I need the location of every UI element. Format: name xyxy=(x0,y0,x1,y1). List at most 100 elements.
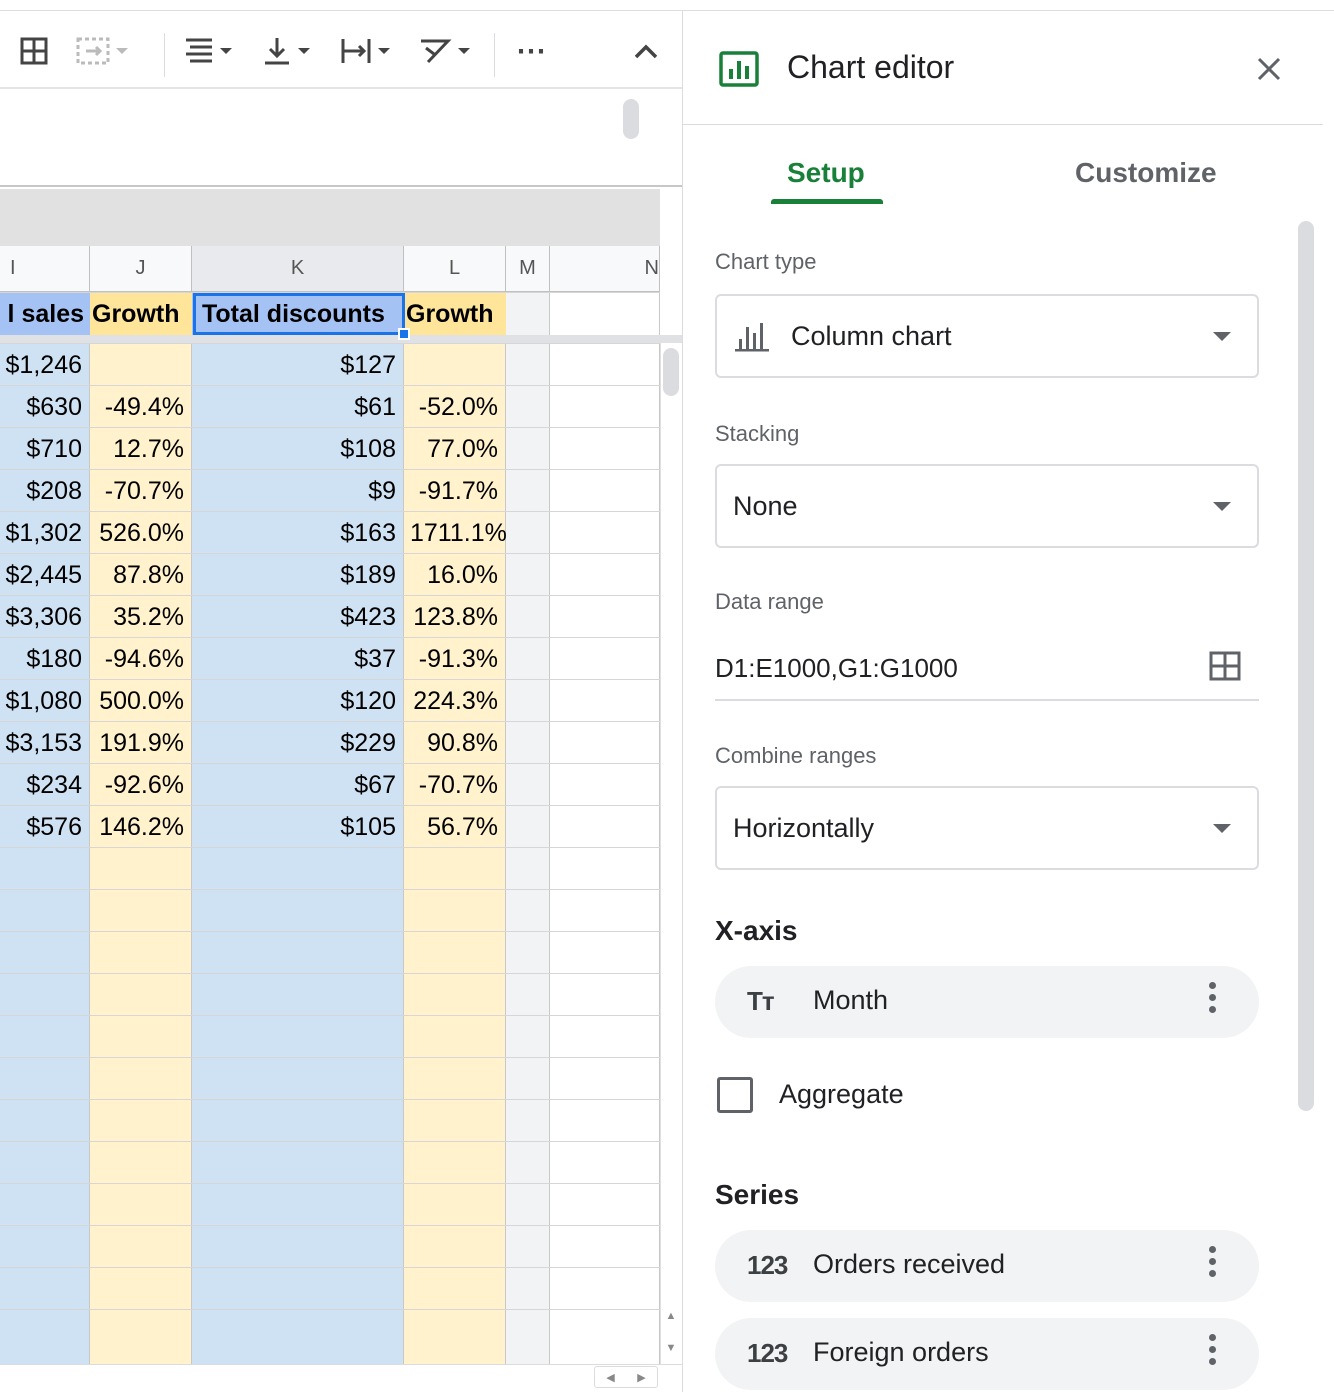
combine-ranges-dropdown[interactable]: Horizontally xyxy=(715,786,1259,870)
column-header-l[interactable]: L xyxy=(404,246,506,292)
data-range-input[interactable]: D1:E1000,G1:G1000 xyxy=(715,637,1259,701)
scroll-right-icon[interactable]: ▶ xyxy=(637,1371,646,1384)
table-cell[interactable]: $9 xyxy=(368,476,396,505)
table-cell[interactable]: -94.6% xyxy=(104,644,184,673)
table-cell[interactable]: $234 xyxy=(26,770,82,799)
table-cell[interactable]: $67 xyxy=(354,770,396,799)
tab-customize[interactable]: Customize xyxy=(1075,157,1217,188)
more-vert-icon[interactable] xyxy=(1205,1246,1219,1286)
horizontal-scroll-buttons[interactable]: ◀ ▶ xyxy=(594,1366,658,1388)
table-cell[interactable]: 90.8% xyxy=(427,728,498,757)
header-cell[interactable]: Total discounts xyxy=(202,299,385,328)
more-vert-icon[interactable] xyxy=(1205,1334,1219,1374)
table-cell[interactable]: $229 xyxy=(340,728,396,757)
table-cell[interactable]: -70.7% xyxy=(418,770,498,799)
table-cell[interactable]: 526.0% xyxy=(99,518,184,547)
table-cell[interactable]: 77.0% xyxy=(427,434,498,463)
horizontal-scrollbar[interactable] xyxy=(0,1364,682,1392)
aggregate-checkbox[interactable] xyxy=(717,1077,753,1113)
chevron-down-icon xyxy=(1213,332,1231,341)
column-header-j[interactable]: J xyxy=(90,246,192,292)
table-cell[interactable]: 191.9% xyxy=(99,728,184,757)
table-cell[interactable]: $3,153 xyxy=(5,728,82,757)
table-cell[interactable]: 224.3% xyxy=(413,686,498,715)
text-wrap-icon[interactable] xyxy=(340,35,390,67)
borders-icon[interactable] xyxy=(20,35,48,67)
series-chip[interactable]: 123 Foreign orders xyxy=(715,1318,1259,1390)
table-cell[interactable]: $127 xyxy=(340,350,396,379)
table-cell[interactable]: $1,246 xyxy=(5,350,82,379)
vertical-align-icon[interactable] xyxy=(262,35,310,67)
table-cell[interactable]: -92.6% xyxy=(104,770,184,799)
close-icon[interactable] xyxy=(1255,55,1283,83)
table-cell[interactable]: -70.7% xyxy=(104,476,184,505)
table-cell[interactable]: 35.2% xyxy=(113,602,184,631)
table-cell[interactable]: 12.7% xyxy=(113,434,184,463)
header-cell[interactable]: Growth xyxy=(406,299,494,328)
table-cell[interactable]: -91.7% xyxy=(418,476,498,505)
table-cell[interactable]: 16.0% xyxy=(427,560,498,589)
table-cell[interactable]: $108 xyxy=(340,434,396,463)
chart-type-dropdown[interactable]: Column chart xyxy=(715,294,1259,378)
series-chip[interactable]: 123 Orders received xyxy=(715,1230,1259,1302)
table-cell[interactable]: -91.3% xyxy=(418,644,498,673)
table-cell[interactable]: 500.0% xyxy=(99,686,184,715)
formula-scrollbar[interactable] xyxy=(623,99,639,139)
vertical-scroll-thumb[interactable] xyxy=(663,348,679,396)
table-cell[interactable]: $180 xyxy=(26,644,82,673)
column-header-k[interactable]: K xyxy=(192,246,404,292)
table-cell[interactable]: 56.7% xyxy=(427,812,498,841)
table-cell[interactable]: -49.4% xyxy=(104,392,184,421)
column-header-m[interactable]: M xyxy=(506,246,550,292)
table-cell[interactable]: 146.2% xyxy=(99,812,184,841)
table-cell[interactable]: 87.8% xyxy=(113,560,184,589)
scroll-arrows[interactable]: ▲ ▼ xyxy=(660,1300,682,1364)
table-cell[interactable]: $630 xyxy=(26,392,82,421)
column-header-i[interactable]: I xyxy=(0,246,90,292)
panel-scrollbar[interactable] xyxy=(1298,221,1314,1111)
more-icon[interactable]: ⋯ xyxy=(516,34,547,68)
table-cell[interactable]: $120 xyxy=(340,686,396,715)
table-cell[interactable]: $37 xyxy=(354,644,396,673)
vertical-scrollbar[interactable] xyxy=(660,343,682,1364)
header-cell[interactable]: Growth xyxy=(92,299,180,328)
table-cell[interactable]: 123.8% xyxy=(413,602,498,631)
scroll-up-icon[interactable]: ▲ xyxy=(665,1310,677,1322)
text-rotation-icon[interactable] xyxy=(418,35,470,67)
column-header-n[interactable]: N xyxy=(550,246,660,292)
table-cell[interactable]: $423 xyxy=(340,602,396,631)
table-cell[interactable] xyxy=(90,344,192,386)
table-cell[interactable]: $105 xyxy=(340,812,396,841)
table-cell[interactable] xyxy=(404,344,506,386)
text-type-icon: Tт xyxy=(747,986,775,1016)
stacking-dropdown[interactable]: None xyxy=(715,464,1259,548)
scroll-left-icon[interactable]: ◀ xyxy=(606,1371,615,1384)
table-cell[interactable]: $2,445 xyxy=(5,560,82,589)
table-cell[interactable]: $1,080 xyxy=(5,686,82,715)
x-axis-chip[interactable]: Tт Month xyxy=(715,966,1259,1038)
collapse-toolbar-icon[interactable] xyxy=(632,35,660,67)
header-cell[interactable]: l sales xyxy=(7,299,84,328)
table-cell[interactable]: $208 xyxy=(26,476,82,505)
table-cell[interactable]: $710 xyxy=(26,434,82,463)
scroll-down-icon[interactable]: ▼ xyxy=(665,1342,677,1354)
more-vert-icon[interactable] xyxy=(1205,982,1219,1022)
table-cell[interactable]: $163 xyxy=(340,518,396,547)
table-cell[interactable]: $1,302 xyxy=(5,518,82,547)
column-fill xyxy=(0,292,90,1364)
fill-handle[interactable] xyxy=(398,328,410,340)
horizontal-align-icon[interactable] xyxy=(184,35,232,67)
row-gridline xyxy=(0,595,660,596)
table-cell[interactable]: $576 xyxy=(26,812,82,841)
table-cell[interactable]: $189 xyxy=(340,560,396,589)
table-cell[interactable]: 1711.1% xyxy=(410,518,506,547)
table-cell[interactable]: -52.0% xyxy=(418,392,498,421)
merge-cells-icon[interactable] xyxy=(76,35,128,67)
frozen-row-divider[interactable] xyxy=(0,335,682,343)
table-cell[interactable]: $3,306 xyxy=(5,602,82,631)
row-gridline xyxy=(0,427,660,428)
table-cell[interactable]: $61 xyxy=(354,392,396,421)
tab-setup[interactable]: Setup xyxy=(787,157,865,188)
select-range-icon[interactable] xyxy=(1209,651,1241,681)
x-axis-title: X-axis xyxy=(715,915,798,946)
